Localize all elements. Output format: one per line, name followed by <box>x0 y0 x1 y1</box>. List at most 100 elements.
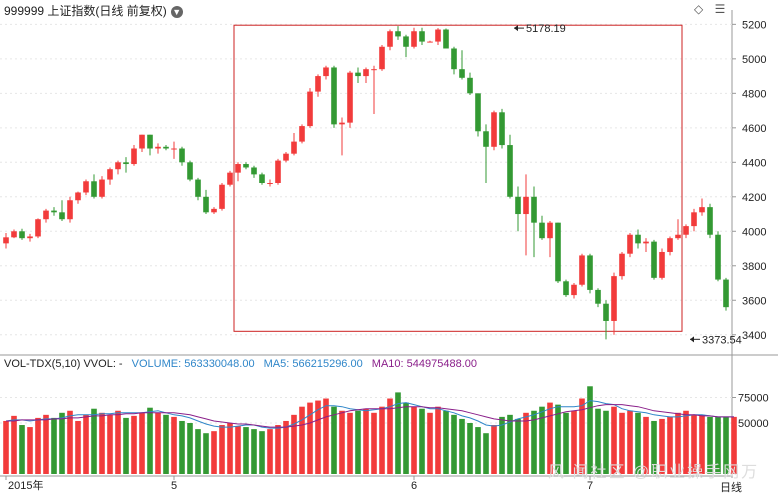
candle-body <box>131 148 137 165</box>
candle-body <box>275 160 281 183</box>
candle-body <box>259 174 265 183</box>
volume-bar <box>227 423 233 474</box>
volume-bar <box>683 410 689 474</box>
candlestick <box>323 65 329 80</box>
volume-bar <box>275 425 281 474</box>
candle-body <box>3 237 9 244</box>
candle-body <box>43 210 49 220</box>
candlestick <box>379 45 385 71</box>
period-label[interactable]: 日线 <box>720 482 742 494</box>
volume-bar <box>643 416 649 474</box>
candle-body <box>171 148 177 150</box>
candlestick <box>59 200 65 221</box>
price-tick-label: 3800 <box>742 261 766 273</box>
volume-bar <box>603 410 609 474</box>
candle-body <box>91 181 97 197</box>
candle-body <box>435 29 441 42</box>
watermark: 风 闻社区 @职业操手网万 <box>548 464 760 481</box>
x-tick-label: 6 <box>411 480 417 492</box>
settings-icon[interactable]: ☰ <box>714 2 726 16</box>
volume-bar <box>307 402 313 474</box>
volume-bar <box>99 412 105 474</box>
candlestick <box>235 162 241 182</box>
candle-body <box>67 200 73 220</box>
candle-body <box>339 122 345 125</box>
volume-bar <box>715 416 721 474</box>
candlestick <box>531 186 537 258</box>
chevron-down-icon[interactable]: ▼ <box>170 5 183 18</box>
candle-body <box>651 241 657 278</box>
volume-bar <box>627 410 633 474</box>
candlestick <box>563 279 569 297</box>
volume-bar <box>331 406 337 474</box>
candle-body <box>107 169 113 180</box>
candle-body <box>643 241 649 244</box>
annotation-label: 3373.54 <box>702 334 742 346</box>
candle-body <box>691 212 697 227</box>
volume-bar <box>619 412 625 474</box>
candle-body <box>291 141 297 154</box>
candlestick <box>547 220 553 258</box>
candlestick <box>251 165 257 178</box>
candlestick <box>667 236 673 256</box>
candle-body <box>299 126 305 142</box>
ma5-value: MA5: 566215296.00 <box>263 358 363 370</box>
volume-bar <box>611 406 617 474</box>
candle-body <box>451 48 457 70</box>
volume-bar <box>475 427 481 474</box>
candle-body <box>531 196 537 223</box>
candlestick <box>115 160 121 175</box>
volume-bar <box>731 416 737 474</box>
volume-bar <box>163 414 169 474</box>
candle-body <box>635 234 641 244</box>
volume-bar <box>499 416 505 474</box>
diamond-icon[interactable]: ◇ <box>694 2 704 16</box>
candle-body <box>627 234 633 254</box>
candlestick <box>283 151 289 163</box>
candlestick <box>411 27 417 49</box>
candlestick <box>155 143 161 154</box>
candlestick <box>539 215 545 240</box>
candlestick <box>467 72 473 96</box>
candlestick <box>219 183 225 211</box>
volume-bar <box>203 433 209 474</box>
x-tick-label: 2015年 <box>8 478 43 492</box>
volume-bar <box>59 412 65 474</box>
candle-body <box>51 210 57 213</box>
candle-body <box>475 93 481 132</box>
candlestick <box>227 170 233 187</box>
volume-bar <box>371 412 377 474</box>
volume-bar <box>579 398 585 474</box>
volume-bar <box>571 410 577 474</box>
price-tick-label: 3400 <box>742 330 766 342</box>
candle-body <box>619 253 625 277</box>
volume-bar <box>419 408 425 474</box>
volume-bar <box>451 414 457 474</box>
candlestick <box>475 93 481 137</box>
volume-bar <box>267 429 273 474</box>
highlight-box <box>233 24 683 332</box>
volume-bar <box>459 418 465 474</box>
volume-bar <box>379 406 385 474</box>
volume-bar <box>299 406 305 474</box>
candle-body <box>611 276 617 321</box>
candlestick <box>75 191 81 204</box>
candlestick <box>675 219 681 240</box>
candle-body <box>371 69 377 71</box>
volume-bar <box>675 412 681 474</box>
candlestick <box>147 134 153 156</box>
volume-bar <box>347 412 353 474</box>
candlestick <box>523 174 529 256</box>
candlestick <box>203 189 209 215</box>
candlestick <box>91 174 97 199</box>
candle-body <box>155 146 161 149</box>
volume-bar <box>43 414 49 474</box>
candle-body <box>379 46 385 70</box>
volume-bar <box>635 412 641 474</box>
candlestick <box>435 28 441 46</box>
price-tick-label: 4800 <box>742 88 766 100</box>
candlestick <box>515 186 521 232</box>
candle-body <box>243 164 249 168</box>
